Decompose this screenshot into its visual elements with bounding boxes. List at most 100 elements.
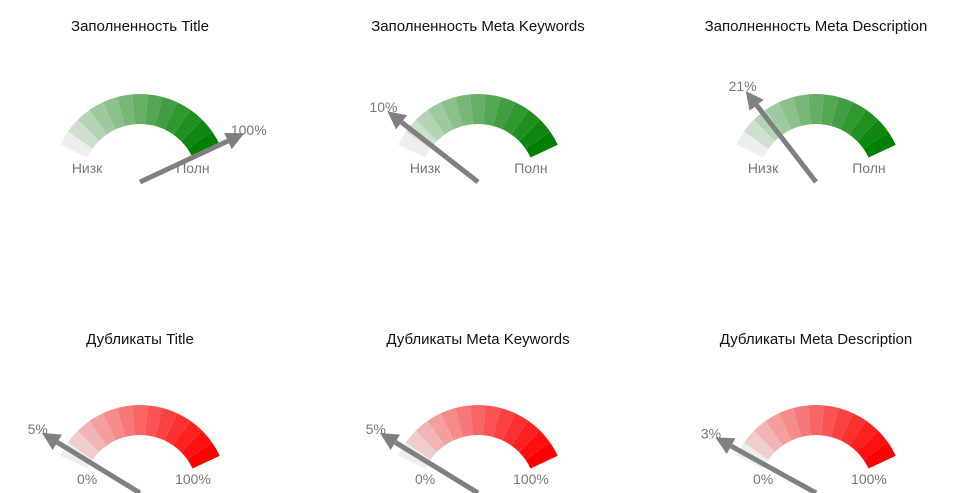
gauge-segment bbox=[821, 405, 839, 437]
gauge-segment bbox=[187, 442, 220, 469]
gauge-segment bbox=[519, 430, 551, 460]
gauge-segment bbox=[525, 442, 558, 469]
gauge-segment bbox=[427, 413, 454, 446]
gauge-tick-label: 0% bbox=[77, 471, 97, 487]
gauge-segment bbox=[857, 119, 889, 149]
gauge-value-label: 5% bbox=[28, 421, 48, 437]
gauge-segment bbox=[470, 94, 486, 125]
gauge-title: Заполненность Meta Description bbox=[705, 18, 928, 35]
gauge-tick-label: Полн bbox=[514, 160, 547, 176]
needle-shaft bbox=[393, 440, 480, 493]
gauge-needle bbox=[138, 132, 245, 185]
gauge-segment bbox=[849, 109, 879, 141]
gauge-segment bbox=[483, 94, 501, 126]
gauge-segment bbox=[840, 102, 867, 135]
gauge-segment bbox=[455, 94, 473, 126]
gauge-segment bbox=[415, 420, 445, 452]
gauge-segment bbox=[525, 131, 558, 158]
needle-head bbox=[715, 437, 736, 455]
needle-head bbox=[379, 432, 400, 450]
gauge-segment bbox=[164, 413, 191, 446]
gauge-segment bbox=[398, 131, 431, 158]
gauge-needle bbox=[379, 432, 480, 493]
gauge-segment bbox=[502, 102, 529, 135]
gauge-segment bbox=[89, 102, 116, 135]
gauge-segment bbox=[808, 94, 824, 125]
gauge-segment bbox=[502, 413, 529, 446]
gauge-segment bbox=[863, 131, 896, 158]
gauge-segment bbox=[181, 119, 213, 149]
gauge-segment bbox=[778, 96, 801, 130]
gauge-value-label: 5% bbox=[366, 421, 386, 437]
gauge-segment bbox=[60, 131, 93, 158]
gauge-title: Дубликаты Meta Description bbox=[720, 331, 912, 348]
gauge-segment bbox=[155, 96, 178, 130]
gauge-segment bbox=[743, 430, 775, 460]
gauge-segment bbox=[415, 109, 445, 141]
gauge-segment bbox=[117, 94, 135, 126]
gauge-segment bbox=[117, 405, 135, 437]
gauge-segment bbox=[132, 405, 148, 436]
needle-shaft bbox=[729, 443, 818, 493]
gauge-segment bbox=[765, 413, 792, 446]
gauge-segment bbox=[77, 109, 107, 141]
gauge-segment bbox=[753, 420, 783, 452]
gauge-tick-label: Низк bbox=[748, 160, 779, 176]
gauge-title: Дубликаты Title bbox=[86, 331, 194, 348]
gauge-segment bbox=[102, 96, 125, 130]
gauge-segment bbox=[857, 430, 889, 460]
gauge-segment bbox=[743, 119, 775, 149]
gauge-segment bbox=[67, 119, 99, 149]
gauge-segment bbox=[440, 407, 463, 441]
gauge-segment bbox=[145, 94, 163, 126]
needle-shaft bbox=[138, 138, 229, 185]
gauge-segment bbox=[440, 96, 463, 130]
gauge-segment bbox=[736, 131, 769, 158]
gauge-segment bbox=[67, 430, 99, 460]
gauge-segment bbox=[511, 420, 541, 452]
gauge-segment bbox=[181, 430, 213, 460]
gauge-tick-label: Низк bbox=[72, 160, 103, 176]
gauge-segment bbox=[155, 407, 178, 441]
gauge-value-label: 21% bbox=[729, 78, 757, 94]
gauge-segment bbox=[831, 407, 854, 441]
gauge-segment bbox=[187, 131, 220, 158]
gauge-tick-label: 100% bbox=[851, 471, 887, 487]
gauge-segment bbox=[483, 405, 501, 437]
gauge-segment bbox=[793, 94, 811, 126]
gauge-tick-label: 100% bbox=[175, 471, 211, 487]
gauge-tick-label: 0% bbox=[753, 471, 773, 487]
gauge-segment bbox=[793, 405, 811, 437]
gauge-segment bbox=[102, 407, 125, 441]
gauge-segment bbox=[145, 405, 163, 437]
gauge-segment bbox=[77, 420, 107, 452]
gauge-tick-label: Полн bbox=[852, 160, 885, 176]
gauge-tick-label: Низк bbox=[410, 160, 441, 176]
gauge-segment bbox=[173, 420, 203, 452]
gauge-segment bbox=[493, 96, 516, 130]
gauge-segment bbox=[519, 119, 551, 149]
needle-head bbox=[387, 111, 408, 130]
needle-head bbox=[224, 132, 245, 150]
needle-shaft bbox=[55, 440, 142, 493]
gauge-segment bbox=[173, 109, 203, 141]
gauge-segment bbox=[831, 96, 854, 130]
gauge-segment bbox=[849, 420, 879, 452]
gauge-tick-label: 0% bbox=[415, 471, 435, 487]
gauge-tick-label: 100% bbox=[513, 471, 549, 487]
gauge-segment bbox=[427, 102, 454, 135]
gauge-needle bbox=[715, 437, 818, 493]
needle-shaft bbox=[754, 103, 818, 184]
gauge-segment bbox=[89, 413, 116, 446]
gauge-segment bbox=[863, 442, 896, 469]
gauge-needle bbox=[387, 111, 480, 184]
gauge-value-label: 3% bbox=[701, 426, 721, 442]
gauge-value-label: 100% bbox=[231, 122, 267, 138]
needle-shaft bbox=[400, 120, 480, 184]
gauge-segment bbox=[511, 109, 541, 141]
gauge-segment bbox=[765, 102, 792, 135]
gauge-segment bbox=[470, 405, 486, 436]
gauge-segment bbox=[821, 94, 839, 126]
gauge-segment bbox=[405, 430, 437, 460]
